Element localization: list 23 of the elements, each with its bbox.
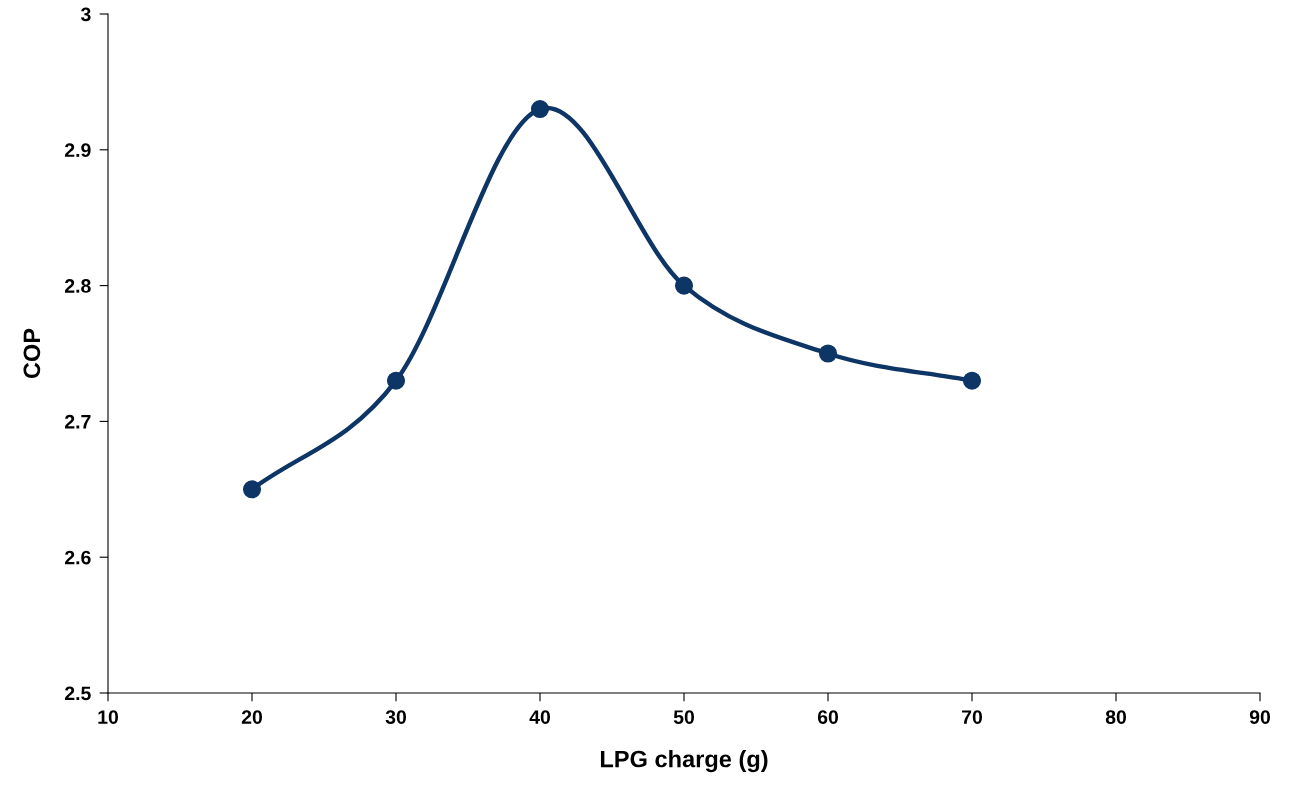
x-tick-label: 40: [529, 710, 551, 724]
y-tick-label: 2.9: [64, 143, 91, 158]
point: [530, 100, 550, 119]
x-tick-label: 30: [385, 710, 407, 724]
y-tick-label: 2.6: [64, 550, 91, 565]
point: [674, 276, 694, 295]
y-tick-label: 2.8: [64, 279, 91, 293]
x-tick-label: 20: [241, 710, 263, 724]
point: [242, 480, 262, 499]
point: [962, 371, 982, 390]
y-tick-label: 3: [80, 7, 91, 22]
x-tick-label: 10: [98, 710, 119, 724]
x-tick-label: 60: [817, 710, 839, 724]
x-tick-label: 50: [673, 710, 695, 724]
x-tick-label: 80: [1105, 710, 1127, 724]
x-tick-label: 70: [962, 710, 983, 724]
x-tick-label: 90: [1249, 710, 1271, 724]
point: [386, 371, 406, 390]
y-tick-label: 2.5: [64, 686, 91, 701]
x-axis-title: LPG charge (g): [600, 750, 768, 773]
point: [818, 344, 838, 363]
y-axis-title: COP: [23, 328, 41, 379]
y-tick-label: 2.7: [64, 414, 91, 429]
